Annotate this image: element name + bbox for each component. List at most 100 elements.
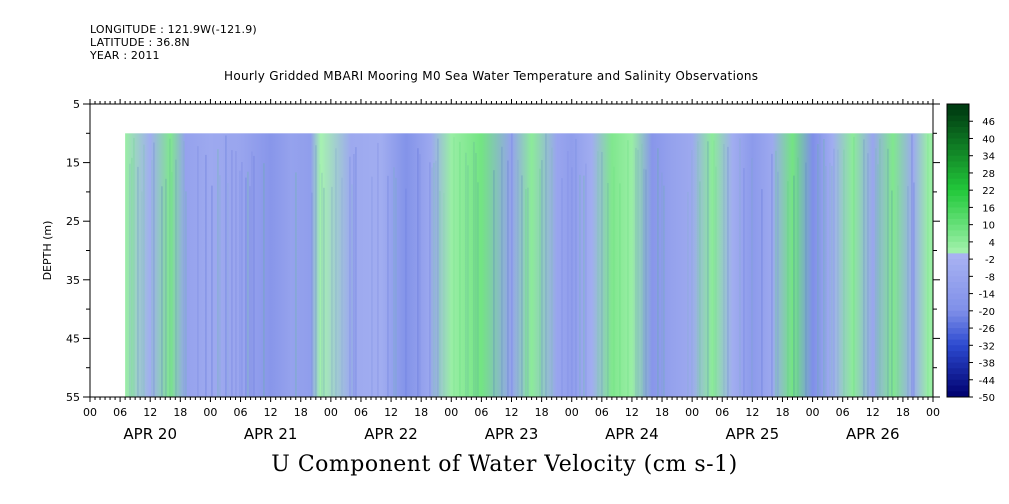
texture-streak bbox=[771, 153, 773, 397]
texture-streak bbox=[527, 187, 529, 397]
texture-streak bbox=[723, 144, 725, 397]
texture-streak bbox=[831, 165, 833, 397]
colorbar-swatch bbox=[947, 184, 969, 191]
texture-streak bbox=[205, 154, 207, 397]
colorbar-swatch bbox=[947, 310, 969, 317]
texture-streak bbox=[575, 138, 577, 397]
texture-streak bbox=[699, 181, 701, 397]
texture-streak bbox=[687, 191, 689, 397]
colorbar-swatch bbox=[947, 155, 969, 162]
texture-streak bbox=[185, 191, 187, 397]
texture-streak bbox=[443, 193, 445, 397]
texture-streak bbox=[867, 153, 869, 397]
texture-streak bbox=[295, 172, 297, 397]
x-hour-tick-label: 06 bbox=[234, 406, 248, 419]
texture-streak bbox=[175, 159, 177, 397]
texture-streak bbox=[823, 139, 825, 397]
colorbar-swatch bbox=[947, 305, 969, 312]
texture-streak bbox=[211, 185, 213, 397]
colorbar-label: -14 bbox=[979, 290, 995, 301]
texture-streak bbox=[395, 177, 397, 397]
colorbar-label: -20 bbox=[979, 307, 995, 318]
x-hour-tick-label: 06 bbox=[474, 406, 488, 419]
texture-streak bbox=[597, 151, 599, 397]
y-tick-label: 45 bbox=[66, 332, 80, 345]
x-hour-tick-label: 06 bbox=[715, 406, 729, 419]
texture-streak bbox=[775, 150, 777, 397]
texture-streak bbox=[151, 160, 153, 397]
colorbar-swatch bbox=[947, 138, 969, 145]
colorbar-label: 22 bbox=[982, 186, 995, 197]
texture-streak bbox=[897, 185, 899, 397]
colorbar-swatch bbox=[947, 345, 969, 352]
texture-streak bbox=[707, 141, 709, 397]
texture-streak bbox=[641, 143, 643, 397]
texture-streak bbox=[853, 136, 855, 397]
texture-streak bbox=[349, 156, 351, 397]
y-tick-label: 55 bbox=[66, 391, 80, 404]
x-hour-tick-label: 18 bbox=[414, 406, 428, 419]
x-hour-tick-label: 00 bbox=[806, 406, 820, 419]
texture-streak bbox=[805, 162, 807, 397]
x-hour-tick-label: 06 bbox=[113, 406, 127, 419]
colorbar-swatch bbox=[947, 379, 969, 386]
colorbar-swatch bbox=[947, 270, 969, 277]
x-hour-tick-label: 18 bbox=[294, 406, 308, 419]
texture-streak bbox=[613, 166, 615, 397]
texture-streak bbox=[607, 183, 609, 397]
texture-streak bbox=[219, 175, 221, 397]
colorbar-swatch bbox=[947, 224, 969, 231]
colorbar-swatch bbox=[947, 121, 969, 128]
texture-streak bbox=[477, 182, 479, 397]
texture-streak bbox=[431, 167, 433, 397]
x-hour-tick-label: 06 bbox=[836, 406, 850, 419]
texture-streak bbox=[777, 171, 779, 397]
texture-streak bbox=[231, 150, 233, 397]
colorbar-swatch bbox=[947, 144, 969, 151]
texture-streak bbox=[133, 137, 135, 397]
texture-streak bbox=[879, 138, 881, 397]
x-hour-tick-label: 00 bbox=[926, 406, 940, 419]
texture-streak bbox=[913, 182, 915, 397]
texture-streak bbox=[341, 177, 343, 397]
texture-streak bbox=[927, 134, 929, 397]
colorbar-swatch bbox=[947, 195, 969, 203]
colorbar-swatch bbox=[947, 316, 969, 323]
texture-streak bbox=[241, 162, 243, 397]
texture-streak bbox=[627, 140, 629, 397]
colorbar-frame bbox=[946, 103, 970, 398]
texture-streak bbox=[387, 175, 389, 397]
colorbar-label: -26 bbox=[979, 324, 995, 335]
texture-streak bbox=[579, 174, 581, 397]
texture-streak bbox=[319, 164, 321, 397]
colorbar-swatch bbox=[947, 241, 969, 249]
texture-streak bbox=[321, 172, 323, 397]
x-day-label: APR 25 bbox=[726, 425, 780, 443]
texture-streak bbox=[583, 175, 585, 397]
texture-streak bbox=[715, 166, 717, 397]
texture-streak bbox=[417, 148, 419, 397]
texture-streak bbox=[643, 168, 645, 397]
texture-streak bbox=[263, 163, 265, 397]
x-axis-title: U Component of Water Velocity (cm s-1) bbox=[271, 452, 738, 477]
x-day-label: APR 23 bbox=[485, 425, 539, 443]
colorbar-swatch bbox=[947, 172, 969, 180]
colorbar-swatch bbox=[947, 333, 969, 340]
x-day-label: APR 26 bbox=[846, 425, 900, 443]
x-day-label: APR 22 bbox=[364, 425, 418, 443]
colorbar-swatch bbox=[947, 109, 969, 116]
texture-streak bbox=[197, 146, 199, 397]
texture-streak bbox=[619, 183, 621, 397]
x-hour-tick-label: 12 bbox=[866, 406, 880, 419]
texture-streak bbox=[473, 141, 475, 397]
y-tick-label: 25 bbox=[66, 215, 80, 228]
colorbar-swatch bbox=[947, 287, 969, 294]
x-day-label: APR 21 bbox=[244, 425, 298, 443]
x-hour-tick-label: 18 bbox=[896, 406, 910, 419]
colorbar-swatch bbox=[947, 149, 969, 157]
texture-streak bbox=[161, 186, 163, 397]
texture-streak bbox=[475, 153, 477, 397]
colorbar-swatch bbox=[947, 368, 969, 375]
x-hour-tick-label: 00 bbox=[444, 406, 458, 419]
texture-streak bbox=[829, 162, 831, 397]
